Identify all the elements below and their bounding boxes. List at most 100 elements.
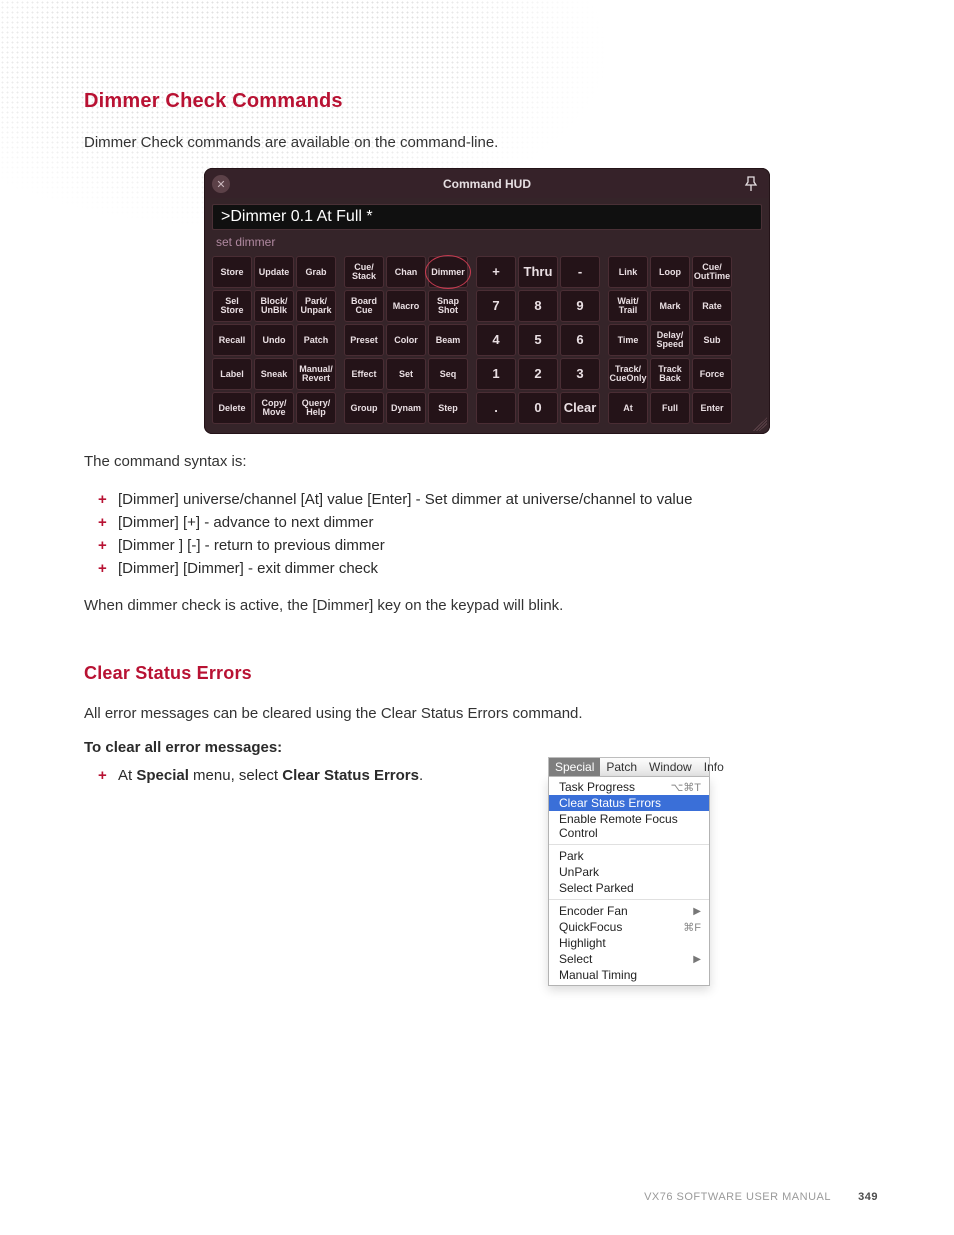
key-track-cueonly[interactable]: Track/CueOnly	[608, 358, 648, 390]
key-snap-shot[interactable]: SnapShot	[428, 290, 468, 322]
key-2[interactable]: 2	[518, 358, 558, 390]
key-block-unblk[interactable]: Block/UnBlk	[254, 290, 294, 322]
key-set[interactable]: Set	[386, 358, 426, 390]
key-force[interactable]: Force	[692, 358, 732, 390]
key-update[interactable]: Update	[254, 256, 294, 288]
key-wait-trail[interactable]: Wait/Trail	[608, 290, 648, 322]
menubar-patch[interactable]: Patch	[600, 758, 643, 776]
key-sel-store[interactable]: SelStore	[212, 290, 252, 322]
key-[interactable]: -	[560, 256, 600, 288]
txt: At	[118, 767, 136, 784]
key-effect[interactable]: Effect	[344, 358, 384, 390]
page-content: Dimmer Check Commands Dimmer Check comma…	[0, 0, 954, 787]
key-cue-stack[interactable]: Cue/Stack	[344, 256, 384, 288]
key-mark[interactable]: Mark	[650, 290, 690, 322]
command-line[interactable]: >Dimmer 0.1 At Full *	[212, 204, 762, 230]
key-1[interactable]: 1	[476, 358, 516, 390]
keypad-group-1: StoreUpdateGrab SelStoreBlock/UnBlkPark/U…	[212, 256, 336, 424]
section-heading-dimmer: Dimmer Check Commands	[84, 90, 878, 113]
key-at[interactable]: At	[608, 392, 648, 424]
key-step[interactable]: Step	[428, 392, 468, 424]
key-macro[interactable]: Macro	[386, 290, 426, 322]
key-undo[interactable]: Undo	[254, 324, 294, 356]
key-6[interactable]: 6	[560, 324, 600, 356]
key-[interactable]: +	[476, 256, 516, 288]
key-query-help[interactable]: Query/Help	[296, 392, 336, 424]
menuitem-park[interactable]: Park	[549, 848, 709, 864]
key-9[interactable]: 9	[560, 290, 600, 322]
key-5[interactable]: 5	[518, 324, 558, 356]
key-3[interactable]: 3	[560, 358, 600, 390]
command-hud-panel: ✕ Command HUD >Dimmer 0.1 At Full * set …	[204, 168, 770, 434]
menuitem-label: Manual Timing	[559, 968, 637, 982]
key-group[interactable]: Group	[344, 392, 384, 424]
syntax-label: The command syntax is:	[84, 450, 878, 473]
manual-name: VX76 SOFTWARE USER MANUAL	[644, 1191, 831, 1203]
key-seq[interactable]: Seq	[428, 358, 468, 390]
menuitem-quickfocus[interactable]: QuickFocus⌘F	[549, 919, 709, 935]
syntax-item-2: [Dimmer] [+] - advance to next dimmer	[84, 511, 878, 534]
key-sub[interactable]: Sub	[692, 324, 732, 356]
key-7[interactable]: 7	[476, 290, 516, 322]
key-8[interactable]: 8	[518, 290, 558, 322]
key-preset[interactable]: Preset	[344, 324, 384, 356]
hud-body: >Dimmer 0.1 At Full * set dimmer StoreUp…	[206, 198, 768, 432]
key-board-cue[interactable]: BoardCue	[344, 290, 384, 322]
key-cue-outtime[interactable]: Cue/OutTime	[692, 256, 732, 288]
key-manual-revert[interactable]: Manual/Revert	[296, 358, 336, 390]
menuitem-label: Park	[559, 849, 584, 863]
key-loop[interactable]: Loop	[650, 256, 690, 288]
menu-separator	[549, 844, 709, 845]
key-thru[interactable]: Thru	[518, 256, 558, 288]
submenu-arrow-icon: ▶	[693, 954, 701, 965]
key-time[interactable]: Time	[608, 324, 648, 356]
key-0[interactable]: 0	[518, 392, 558, 424]
key-recall[interactable]: Recall	[212, 324, 252, 356]
key-track-back[interactable]: TrackBack	[650, 358, 690, 390]
keypad-group-3: +Thru- 789 456 123.0Clear	[476, 256, 600, 424]
menuitem-encoder-fan[interactable]: Encoder Fan▶	[549, 903, 709, 919]
menuitem-select-parked[interactable]: Select Parked	[549, 880, 709, 896]
pin-icon[interactable]	[742, 175, 760, 193]
menuitem-unpark[interactable]: UnPark	[549, 864, 709, 880]
menuitem-label: Highlight	[559, 936, 606, 950]
menuitem-select[interactable]: Select▶	[549, 951, 709, 967]
key-4[interactable]: 4	[476, 324, 516, 356]
menuitem-task-progress[interactable]: Task Progress⌥⌘T	[549, 779, 709, 795]
key-color[interactable]: Color	[386, 324, 426, 356]
syntax-list: [Dimmer] universe/channel [At] value [En…	[84, 488, 878, 580]
key-delay-speed[interactable]: Delay/Speed	[650, 324, 690, 356]
hud-title-bar: ✕ Command HUD	[206, 170, 768, 198]
special-menu-figure: SpecialPatchWindowInfo Task Progress⌥⌘TC…	[548, 757, 710, 986]
key-rate[interactable]: Rate	[692, 290, 732, 322]
menubar-info[interactable]: Info	[698, 758, 730, 776]
syntax-footnote: When dimmer check is active, the [Dimmer…	[84, 594, 878, 617]
menuitem-enable-remote-focus-control[interactable]: Enable Remote Focus Control	[549, 811, 709, 841]
key-park-unpark[interactable]: Park/Unpark	[296, 290, 336, 322]
menu-bar: SpecialPatchWindowInfo	[548, 757, 710, 777]
key-copy-move[interactable]: Copy/Move	[254, 392, 294, 424]
key-clear[interactable]: Clear	[560, 392, 600, 424]
key-[interactable]: .	[476, 392, 516, 424]
resize-grip-icon[interactable]	[753, 417, 767, 431]
key-sneak[interactable]: Sneak	[254, 358, 294, 390]
key-full[interactable]: Full	[650, 392, 690, 424]
key-chan[interactable]: Chan	[386, 256, 426, 288]
hud-title: Command HUD	[206, 177, 768, 191]
key-label[interactable]: Label	[212, 358, 252, 390]
key-patch[interactable]: Patch	[296, 324, 336, 356]
key-enter[interactable]: Enter	[692, 392, 732, 424]
menubar-special[interactable]: Special	[549, 758, 600, 776]
menuitem-manual-timing[interactable]: Manual Timing	[549, 967, 709, 983]
key-link[interactable]: Link	[608, 256, 648, 288]
menu-dropdown: Task Progress⌥⌘TClear Status ErrorsEnabl…	[548, 777, 710, 986]
key-grab[interactable]: Grab	[296, 256, 336, 288]
menuitem-clear-status-errors[interactable]: Clear Status Errors	[549, 795, 709, 811]
key-dynam[interactable]: Dynam	[386, 392, 426, 424]
key-beam[interactable]: Beam	[428, 324, 468, 356]
key-delete[interactable]: Delete	[212, 392, 252, 424]
menubar-window[interactable]: Window	[643, 758, 698, 776]
key-store[interactable]: Store	[212, 256, 252, 288]
key-dimmer[interactable]: Dimmer	[428, 256, 468, 288]
menuitem-highlight[interactable]: Highlight	[549, 935, 709, 951]
